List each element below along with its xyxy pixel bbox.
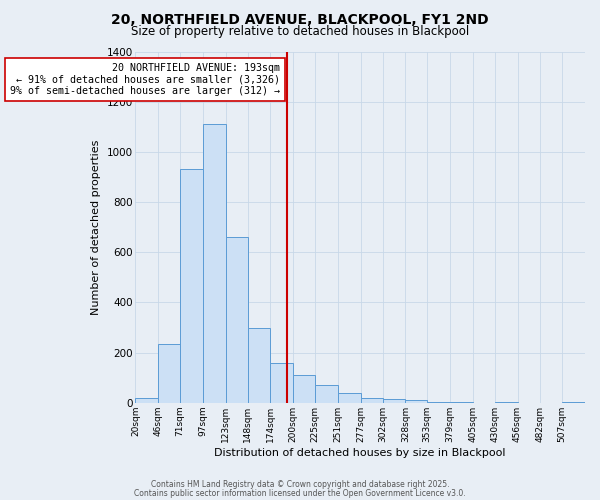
X-axis label: Distribution of detached houses by size in Blackpool: Distribution of detached houses by size … [214, 448, 506, 458]
Bar [226, 237, 248, 403]
Text: Size of property relative to detached houses in Blackpool: Size of property relative to detached ho… [131, 25, 469, 38]
Text: 20, NORTHFIELD AVENUE, BLACKPOOL, FY1 2ND: 20, NORTHFIELD AVENUE, BLACKPOOL, FY1 2N… [111, 12, 489, 26]
Bar [495, 402, 518, 403]
Bar [136, 398, 158, 403]
Bar [271, 362, 293, 403]
Bar [383, 399, 406, 403]
Y-axis label: Number of detached properties: Number of detached properties [91, 140, 101, 315]
Text: Contains HM Land Registry data © Crown copyright and database right 2025.: Contains HM Land Registry data © Crown c… [151, 480, 449, 489]
Text: 20 NORTHFIELD AVENUE: 193sqm
← 91% of detached houses are smaller (3,326)
9% of : 20 NORTHFIELD AVENUE: 193sqm ← 91% of de… [10, 63, 280, 96]
Bar [338, 393, 361, 403]
Bar [427, 402, 450, 403]
Bar [562, 402, 585, 403]
Bar [315, 385, 338, 403]
Bar [450, 402, 473, 403]
Bar [158, 344, 180, 403]
Bar [361, 398, 383, 403]
Bar [406, 400, 427, 403]
Bar [180, 170, 203, 403]
Bar [248, 328, 271, 403]
Text: Contains public sector information licensed under the Open Government Licence v3: Contains public sector information licen… [134, 488, 466, 498]
Bar [203, 124, 226, 403]
Bar [293, 375, 315, 403]
